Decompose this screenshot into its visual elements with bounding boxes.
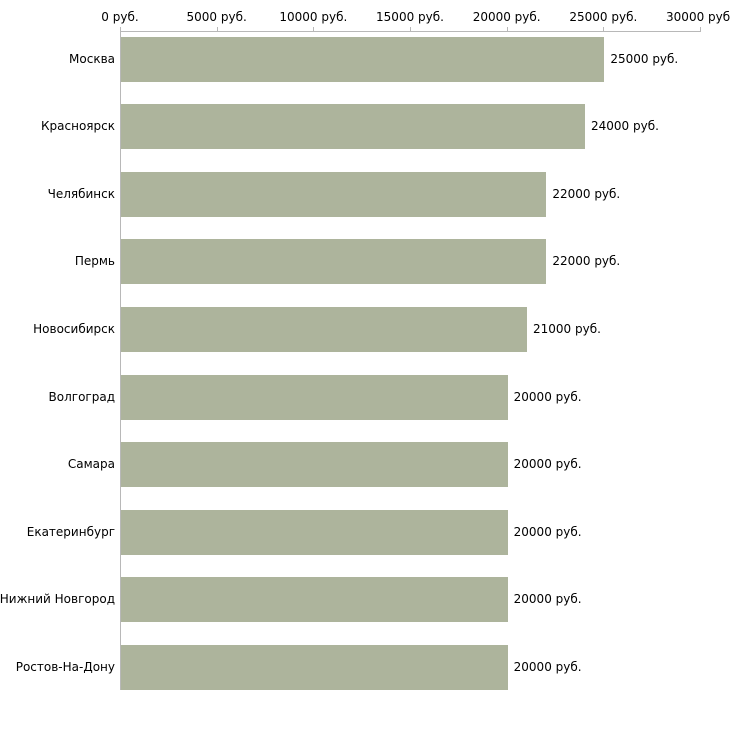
x-axis-tick: [216, 27, 218, 31]
bar: [121, 104, 585, 150]
x-axis-tick-label: 0 руб.: [101, 10, 139, 24]
bar: [121, 239, 547, 285]
value-label: 20000 руб.: [513, 659, 582, 674]
x-axis-line: [120, 31, 701, 32]
bar: [121, 442, 508, 488]
x-axis-tick-label: 10000 руб.: [279, 10, 348, 24]
value-label: 20000 руб.: [513, 389, 582, 404]
x-axis-tick: [313, 27, 315, 31]
category-label: Ростов-На-Дону: [15, 659, 115, 674]
value-label: 20000 руб.: [513, 592, 582, 607]
x-axis-tick: [700, 27, 701, 31]
category-label: Красноярск: [41, 119, 115, 134]
x-axis-tick: [120, 27, 121, 31]
x-axis-tick-label: 15000 руб.: [376, 10, 444, 24]
bar: [121, 306, 527, 352]
bar: [121, 577, 508, 623]
category-label: Пермь: [74, 254, 115, 269]
x-axis-tick-label: 25000 руб.: [569, 10, 638, 24]
value-label: 25000 руб.: [610, 51, 679, 66]
category-label: Волгоград: [48, 389, 115, 404]
x-axis-tick: [506, 27, 508, 31]
x-axis-tick: [603, 27, 605, 31]
y-axis-line: [120, 31, 121, 690]
category-label: Новосибирск: [33, 321, 115, 336]
bar: [121, 374, 508, 420]
category-label: Челябинск: [47, 186, 115, 201]
value-label: 24000 руб.: [591, 119, 659, 134]
category-label: Нижний Новгород: [0, 592, 115, 607]
bar: [121, 36, 605, 82]
x-axis-tick-label: 5000 руб.: [186, 10, 247, 24]
value-label: 22000 руб.: [552, 186, 621, 201]
category-label: Екатеринбург: [26, 524, 115, 539]
bar: [121, 644, 508, 690]
bar: [121, 509, 508, 555]
x-axis-tick: [410, 27, 411, 31]
category-label: Самара: [67, 457, 115, 472]
x-axis-tick-label: 30000 руб.: [666, 10, 730, 24]
category-label: Москва: [69, 51, 115, 66]
value-label: 20000 руб.: [513, 457, 582, 472]
value-label: 22000 руб.: [552, 254, 621, 269]
x-axis-tick-label: 20000 руб.: [472, 10, 541, 24]
value-label: 21000 руб.: [533, 321, 601, 336]
bar: [121, 171, 547, 217]
value-label: 20000 руб.: [513, 524, 582, 539]
